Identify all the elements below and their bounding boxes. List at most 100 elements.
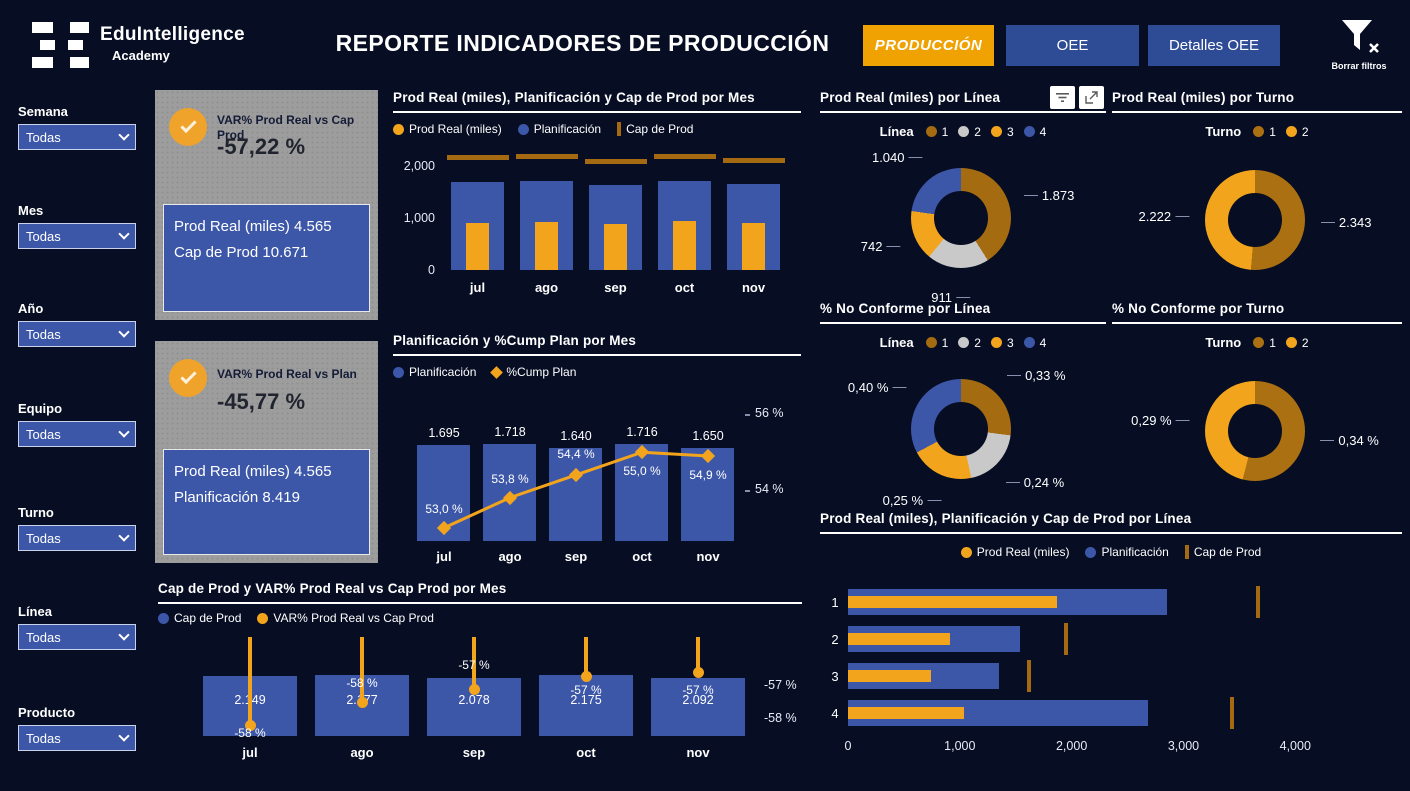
kpi-detail-line: Prod Real (miles) 4.565 [174, 218, 332, 235]
legend-item-1[interactable]: 1 [925, 125, 948, 139]
legend-title: Línea [879, 124, 914, 139]
filter-label-turno: Turno [18, 505, 54, 520]
bar-cap-de-prod[interactable] [539, 675, 633, 736]
legend-item-planificaci-n[interactable]: Planificación [517, 122, 601, 136]
legend-item-4[interactable]: 4 [1023, 125, 1046, 139]
filter-dropdown-semana[interactable]: Todas [18, 124, 136, 150]
nav-button-oee[interactable]: OEE [1006, 25, 1139, 66]
lollipop-stem [248, 637, 252, 726]
nav-button-detalles-oee[interactable]: Detalles OEE [1148, 25, 1280, 66]
cap-de-prod-marker[interactable] [1230, 697, 1235, 729]
right-axis-label: 54 % [755, 482, 784, 497]
legend-item-2[interactable]: 2 [958, 336, 981, 350]
dot-legend-icon [393, 366, 404, 378]
legend-item-cap-de-prod[interactable]: Cap de Prod [1184, 545, 1261, 559]
cap-de-prod-marker[interactable] [723, 158, 785, 164]
chevron-down-icon [118, 228, 130, 240]
filter-label-ano: Año [18, 301, 44, 316]
bar-prod-real[interactable] [466, 223, 489, 270]
bar-prod-real[interactable] [742, 222, 765, 270]
bar-cap-de-prod[interactable] [651, 677, 745, 736]
dot-legend-icon [1023, 337, 1035, 348]
panel-prod-plan-cap-linea: Prod Real (miles), Planificación y Cap d… [820, 511, 1402, 765]
filter-dropdown-mes[interactable]: Todas [18, 223, 136, 249]
x-axis-tick: 0 [844, 739, 852, 753]
hbar-prod-real[interactable] [848, 596, 1058, 608]
cap-de-prod-marker[interactable] [1026, 660, 1031, 692]
var-marker[interactable] [356, 697, 368, 708]
legend-item-1[interactable]: 1 [1253, 336, 1276, 350]
dot-legend-icon [517, 123, 529, 135]
legend-item-2[interactable]: 2 [958, 125, 981, 139]
lollipop-stem [584, 637, 588, 677]
legend-label: %Cump Plan [506, 365, 577, 379]
leader-line [1175, 215, 1190, 217]
legend-item-2[interactable]: 2 [1285, 336, 1309, 350]
slice-value: 0,29 % [1131, 413, 1172, 429]
x-axis-tick: 4,000 [1279, 739, 1311, 753]
filter-dropdown-linea[interactable]: Todas [18, 624, 136, 650]
bar-prod-real[interactable] [673, 220, 696, 270]
focus-mode-icon[interactable] [1079, 86, 1104, 109]
donut-slice-label: 0,33 % [1007, 368, 1066, 384]
bar-planificacion[interactable] [549, 448, 602, 541]
var-marker[interactable] [244, 720, 256, 732]
legend-item-2[interactable]: 2 [1285, 125, 1309, 139]
cump-plan-label: 53,0 % [425, 501, 463, 516]
hbar-prod-real[interactable] [848, 633, 950, 645]
legend-title: Línea [879, 335, 914, 350]
cap-de-prod-marker[interactable] [516, 153, 578, 159]
cap-de-prod-marker[interactable] [585, 158, 647, 164]
legend-item-3[interactable]: 3 [990, 125, 1014, 139]
bar-prod-real[interactable] [604, 223, 627, 270]
leader-line [1023, 194, 1038, 196]
x-axis-category: jul [242, 745, 258, 760]
nav-button-produccion[interactable]: PRODUCCIÓN [863, 25, 994, 66]
legend-item-4[interactable]: 4 [1023, 336, 1046, 350]
tick-legend-icon [617, 122, 622, 136]
bar-prod-real[interactable] [535, 221, 558, 270]
legend-item--cump-plan[interactable]: %Cump Plan [490, 365, 577, 379]
leader-line [1005, 482, 1020, 484]
filter-dropdown-equipo[interactable]: Todas [18, 421, 136, 447]
cap-de-prod-marker[interactable] [447, 155, 509, 161]
legend-label: Cap de Prod [174, 611, 242, 625]
legend-item-planificaci-n[interactable]: Planificación [393, 365, 476, 379]
filter-dropdown-turno[interactable]: Todas [18, 525, 136, 551]
legend-item-cap-de-prod[interactable]: Cap de Prod [158, 611, 241, 625]
x-axis-tick: 3,000 [1167, 739, 1200, 753]
kpi-card-var-cap-prod: VAR% Prod Real vs Cap Prod -57,22 % Prod… [155, 90, 378, 320]
panel-prod-por-turno: Prod Real (miles) por Turno Turno 1 2 2.343… [1112, 90, 1402, 300]
clear-filters-button[interactable]: Borrar filtros [1318, 18, 1400, 71]
legend-item-3[interactable]: 3 [990, 336, 1014, 350]
legend-item-prod-real-miles-[interactable]: Prod Real (miles) [960, 545, 1069, 559]
donut-slice-label: 911 [931, 290, 970, 305]
var-marker[interactable] [580, 670, 592, 682]
slice-value: 0,33 % [1025, 368, 1066, 384]
legend-item-cap-de-prod[interactable]: Cap de Prod [617, 122, 693, 136]
legend-label: 1 [1269, 124, 1276, 139]
x-axis-category: oct [674, 280, 695, 295]
cap-de-prod-marker[interactable] [1256, 586, 1261, 618]
legend-item-1[interactable]: 1 [925, 336, 948, 350]
var-marker[interactable] [692, 667, 704, 679]
hbar-prod-real[interactable] [848, 670, 931, 682]
legend-item-1[interactable]: 1 [1253, 125, 1276, 139]
cap-de-prod-marker[interactable] [1063, 623, 1068, 655]
var-marker[interactable] [468, 683, 480, 695]
hbar-prod-real[interactable] [848, 707, 965, 719]
legend-item-planificaci-n[interactable]: Planificación [1085, 545, 1169, 559]
filter-dropdown-producto[interactable]: Todas [18, 725, 136, 751]
donut-slice-label: 0,40 % [848, 380, 907, 395]
right-axis-tick [745, 414, 750, 417]
bar-value-label: 1.718 [494, 424, 526, 439]
kpi-detail-line: Planificación 8.419 [174, 489, 300, 507]
cap-de-prod-marker[interactable] [654, 153, 716, 159]
legend-item-prod-real-miles-[interactable]: Prod Real (miles) [393, 122, 502, 136]
donut-slice-label: 742 [861, 239, 901, 254]
visual-filters-icon[interactable] [1050, 86, 1075, 109]
chart-title: Cap de Prod y VAR% Prod Real vs Cap Prod… [158, 581, 802, 604]
filter-dropdown-ano[interactable]: Todas [18, 321, 136, 347]
legend-item-var-prod-real-vs-cap-prod[interactable]: VAR% Prod Real vs Cap Prod [257, 611, 434, 625]
chevron-down-icon [118, 426, 130, 438]
